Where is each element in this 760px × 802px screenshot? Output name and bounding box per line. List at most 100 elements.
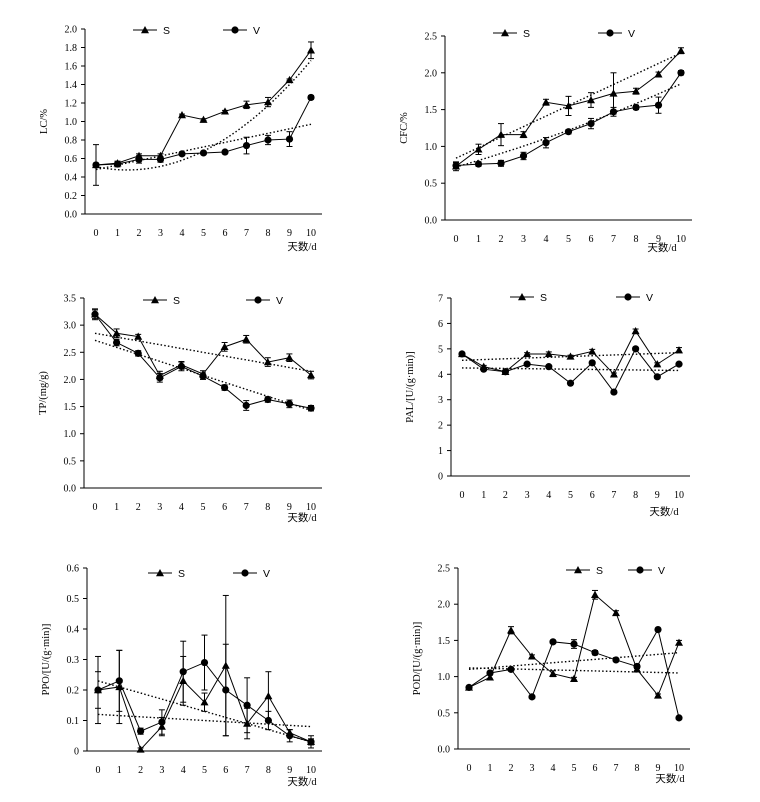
- x-tick-label: 4: [180, 228, 185, 239]
- data-point: [675, 360, 683, 368]
- data-point: [587, 119, 595, 128]
- x-tick-label: 4: [179, 502, 184, 513]
- x-tick-label: 7: [611, 234, 616, 245]
- data-point: [465, 683, 473, 692]
- y-tick-label: 0.6: [65, 154, 78, 165]
- y-tick-label: 0.8: [65, 136, 78, 147]
- data-point: [545, 363, 553, 371]
- y-tick-label: 0: [438, 472, 443, 483]
- x-tick-label: 1: [115, 228, 120, 239]
- data-point: [200, 658, 209, 667]
- legend-marker: [636, 566, 644, 574]
- x-tick-label: 3: [158, 228, 163, 239]
- trend-line-2: [468, 667, 680, 674]
- data-point: [264, 716, 272, 725]
- data-point: [285, 400, 293, 408]
- data-point: [612, 656, 620, 664]
- legend-label: V: [628, 28, 635, 40]
- y-tick-label: 2.0: [64, 375, 77, 386]
- y-tick-label: 1.8: [65, 43, 78, 54]
- data-point: [136, 745, 145, 753]
- data-point: [243, 701, 251, 709]
- y-tick-label: 0.5: [438, 708, 451, 719]
- x-tick-label: 1: [476, 234, 481, 245]
- data-point: [135, 155, 143, 164]
- y-tick-label: 0.2: [65, 191, 78, 202]
- x-tick-label: 9: [656, 234, 661, 245]
- series-S: [91, 309, 315, 381]
- y-tick-label: 3.5: [64, 294, 77, 305]
- data-point: [307, 93, 315, 102]
- y-axis-label: PPO/[U/(g·min)]: [41, 624, 52, 696]
- data-point: [458, 350, 466, 358]
- series-V: [91, 308, 315, 412]
- x-tick-label: 7: [244, 502, 249, 513]
- data-point: [178, 150, 186, 158]
- x-tick-label: 8: [266, 228, 271, 239]
- legend-marker: [141, 26, 149, 34]
- x-tick-label: 9: [287, 765, 292, 776]
- x-tick-label: 3: [157, 502, 162, 513]
- data-point: [497, 159, 505, 167]
- y-tick-label: 1.5: [425, 105, 438, 116]
- y-tick-label: 2.5: [64, 348, 77, 359]
- data-point: [177, 362, 185, 370]
- y-tick-label: 2.5: [438, 564, 451, 575]
- x-tick-label: 0: [460, 490, 465, 501]
- x-tick-label: 0: [454, 234, 459, 245]
- data-point: [134, 332, 143, 340]
- data-point: [609, 89, 618, 97]
- x-tick-label: 2: [136, 502, 141, 513]
- y-tick-label: 1.5: [64, 402, 77, 413]
- x-tick-label: 2: [137, 228, 142, 239]
- x-axis-label: 天数/d: [287, 240, 317, 253]
- data-point: [199, 149, 208, 157]
- data-point: [221, 383, 229, 392]
- y-tick-label: 0.1: [67, 716, 80, 727]
- y-tick-label: 1.2: [65, 99, 78, 110]
- data-point: [677, 69, 685, 77]
- legend-marker: [241, 569, 249, 577]
- data-point: [113, 160, 122, 168]
- y-tick-label: 1.0: [64, 429, 77, 440]
- data-point: [528, 652, 536, 660]
- x-tick-label: 8: [634, 234, 639, 245]
- data-point: [242, 335, 251, 343]
- y-tick-label: 1.0: [425, 142, 438, 153]
- x-axis-label: 天数/d: [287, 775, 317, 788]
- series-V: [94, 634, 315, 749]
- data-point: [544, 349, 553, 358]
- y-tick-label: 0.4: [67, 625, 80, 636]
- x-axis-label: 天数/d: [287, 511, 317, 524]
- data-point: [113, 338, 121, 347]
- data-point: [632, 103, 640, 111]
- y-tick-label: 2.0: [425, 68, 438, 79]
- x-tick-label: 1: [488, 763, 493, 774]
- data-point: [501, 368, 509, 376]
- trend-line-2: [461, 367, 680, 372]
- legend-label: V: [646, 292, 653, 304]
- x-tick-label: 6: [222, 502, 227, 513]
- data-point: [542, 139, 550, 147]
- data-point: [115, 677, 123, 685]
- data-point: [486, 673, 494, 681]
- data-point: [588, 359, 596, 367]
- data-point: [542, 98, 550, 106]
- chart-panel-4: 0 1 2 3 4 5 6 7 0 1 2 3 4 5 6 7 8 9 10 天数/d PAL/[U/(g·min)] S…: [405, 292, 690, 518]
- series-S: [92, 41, 315, 169]
- data-point: [474, 160, 483, 168]
- data-point: [91, 310, 99, 318]
- data-point: [523, 349, 532, 358]
- x-tick-label: 8: [266, 765, 271, 776]
- x-tick-label: 7: [245, 765, 250, 776]
- data-point: [221, 148, 229, 156]
- y-tick-label: 0.0: [64, 484, 77, 495]
- x-tick-label: 9: [655, 490, 660, 501]
- y-tick-label: 0.0: [438, 745, 451, 756]
- legend-label: S: [523, 28, 530, 40]
- x-tick-label: 2: [509, 763, 514, 774]
- data-point: [587, 96, 595, 104]
- x-tick-label: 6: [590, 490, 595, 501]
